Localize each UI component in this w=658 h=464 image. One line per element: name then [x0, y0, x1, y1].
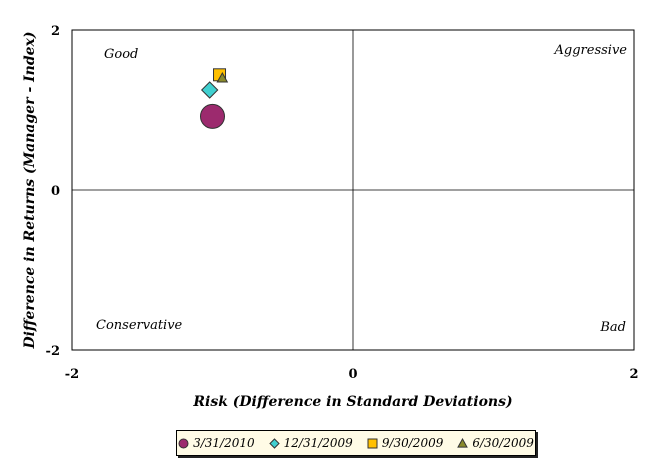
- x-tick-label: 2: [629, 367, 638, 382]
- legend-marker-triangle-icon: [457, 437, 469, 448]
- legend-item: 6/30/2009: [457, 436, 534, 450]
- legend-item: 12/31/2009: [268, 436, 353, 450]
- legend: 3/31/2010 12/31/2009 9/30/2009 6/30/2009: [176, 430, 536, 456]
- data-point-triangle: [216, 71, 229, 83]
- quadrant-label-bad: Bad: [599, 320, 626, 335]
- scatter-chart: 2 0 -2 -2 0 2 Risk (Difference in Standa…: [22, 24, 639, 410]
- legend-item: 3/31/2010: [178, 436, 255, 450]
- legend-label: 9/30/2009: [381, 436, 444, 450]
- legend-marker-diamond-icon: [268, 437, 280, 449]
- data-points: [200, 68, 229, 129]
- y-tick-label: 0: [51, 184, 60, 199]
- x-tick-label: 0: [348, 367, 357, 382]
- quadrant-label-aggressive: Aggressive: [554, 43, 628, 58]
- x-tick-label: -2: [65, 367, 79, 382]
- legend-label: 3/31/2010: [193, 436, 255, 450]
- legend-marker-square-icon: [367, 438, 378, 448]
- quadrant-label-good: Good: [104, 47, 138, 62]
- legend-marker-circle-icon: [178, 438, 189, 448]
- data-point-circle: [200, 103, 225, 129]
- data-point-diamond: [200, 81, 219, 99]
- y-axis-title: Difference in Returns (Manager - Index): [22, 31, 38, 349]
- x-axis-title: Risk (Difference in Standard Deviations): [192, 394, 512, 410]
- y-tick-label: 2: [51, 24, 60, 39]
- legend-label: 6/30/2009: [472, 436, 534, 450]
- quadrant-label-conservative: Conservative: [96, 318, 183, 333]
- legend-item: 9/30/2009: [367, 436, 444, 450]
- legend-label: 12/31/2009: [283, 436, 353, 450]
- y-tick-label: -2: [46, 344, 60, 359]
